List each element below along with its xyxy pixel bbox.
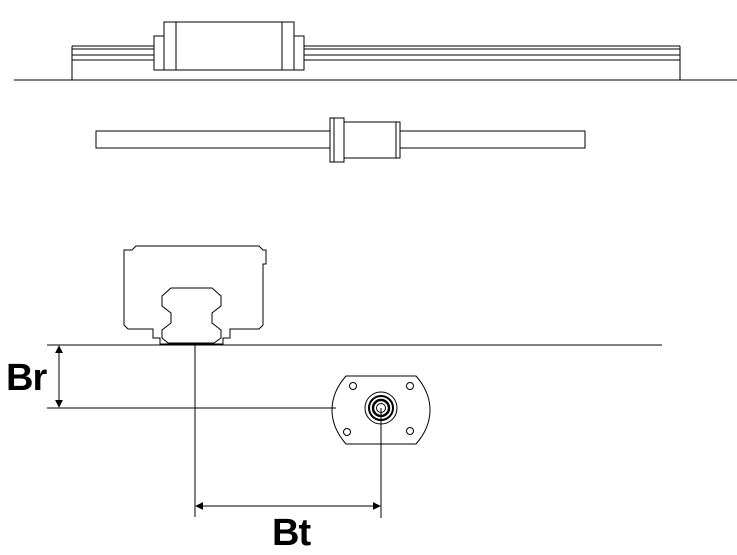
nut-flange — [329, 117, 345, 163]
carriage-body — [163, 21, 295, 71]
rail-section — [161, 287, 222, 344]
carriage-block-section — [123, 245, 267, 345]
flange-hole-1 — [349, 382, 357, 390]
carriage-end-seal-right — [293, 35, 305, 71]
carriage-end-seal-left — [153, 35, 165, 71]
cross-section-view — [47, 245, 662, 518]
bt-label: Bt — [272, 512, 311, 554]
flange-hole-4 — [406, 427, 414, 435]
carriage-block-side — [153, 21, 305, 71]
flange-hole-2 — [406, 382, 414, 390]
br-label: Br — [6, 357, 47, 399]
flange-hole-3 — [343, 428, 351, 436]
nut-body — [343, 121, 401, 159]
screw-nut-side — [329, 117, 401, 163]
nut-flange-outline — [331, 375, 431, 445]
guide-side-view — [14, 21, 737, 81]
ballscrew-side-view — [95, 117, 586, 163]
